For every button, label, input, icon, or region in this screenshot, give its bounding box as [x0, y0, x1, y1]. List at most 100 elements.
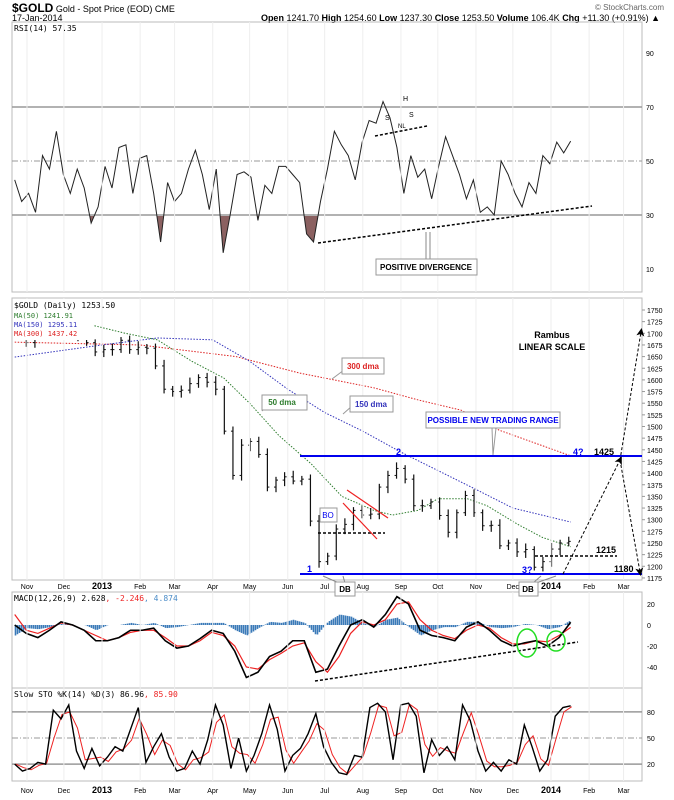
- price-tick-label: 1675: [647, 343, 663, 350]
- macd-histogram-bar: [94, 625, 97, 630]
- macd-histogram-bar: [220, 622, 223, 625]
- price-tick-label: 1250: [647, 541, 663, 548]
- macd-histogram-bar: [410, 625, 413, 629]
- volume-value: 106.4K: [531, 13, 560, 23]
- macd-histogram-bar: [46, 625, 49, 628]
- price-tick-label: 1450: [647, 448, 663, 455]
- sto-legend-main: Slow STO %K(14) %D(3) 86.96: [14, 690, 144, 699]
- macd-histogram-bar: [336, 615, 339, 625]
- macd-histogram-bar: [36, 625, 39, 630]
- quote-summary: Open 1241.70 High 1254.60 Low 1237.30 Cl…: [261, 13, 660, 23]
- macd-histogram-bar: [326, 622, 329, 625]
- macd-histogram-bar: [508, 625, 511, 628]
- positive-divergence-label: POSITIVE DIVERGENCE: [380, 263, 473, 272]
- macd-histogram-bar: [262, 625, 265, 626]
- macd-histogram-bar: [522, 624, 525, 625]
- price-tick-label: 1400: [647, 471, 663, 478]
- ma50-line: [44, 316, 571, 548]
- ma150-line: [14, 337, 571, 523]
- ma150-callout-label: 150 dma: [355, 400, 388, 409]
- macd-histogram-bar: [252, 625, 255, 632]
- macd-histogram-bar: [412, 625, 415, 631]
- macd-legend-hist: , 4.874: [144, 594, 178, 603]
- rsi-head-label: H: [403, 96, 408, 103]
- macd-histogram-bar: [372, 625, 375, 627]
- macd-histogram-bar: [494, 625, 497, 628]
- macd-histogram-bar: [434, 625, 437, 630]
- rsi-layer: 10 30 50 70 90: [12, 51, 654, 274]
- macd-histogram-bar: [396, 617, 399, 625]
- macd-histogram-bar: [330, 619, 333, 625]
- macd-histogram-bar: [440, 625, 443, 628]
- rsi-line: [14, 100, 572, 253]
- macd-histogram-bar: [24, 625, 27, 630]
- macd-histogram-bar: [558, 625, 561, 628]
- macd-histogram-bar: [414, 625, 417, 632]
- macd-histogram-bar: [178, 625, 181, 627]
- macd-histogram-bar: [184, 625, 187, 626]
- macd-histogram-bar: [100, 625, 103, 629]
- macd-histogram-bar: [86, 625, 89, 627]
- macd-histogram-bar: [290, 620, 293, 625]
- macd-histogram-bar: [244, 625, 247, 635]
- price-tick-label: 1650: [647, 355, 663, 362]
- macd-histogram-bar: [528, 624, 531, 625]
- macd-histogram-bar: [566, 622, 569, 625]
- macd-histogram-bar: [64, 624, 67, 625]
- month-label-bottom: Nov: [470, 788, 483, 795]
- author-label: Rambus: [534, 330, 570, 340]
- macd-histogram-bar: [454, 625, 457, 628]
- month-label-bottom: Sep: [395, 788, 408, 795]
- price-tick-label: 1625: [647, 366, 663, 373]
- macd-histogram-bar: [524, 623, 527, 625]
- sto-k-line: [14, 702, 571, 776]
- price-tick-label: 1575: [647, 390, 663, 397]
- wave-point-1: 1: [307, 564, 312, 574]
- wave-point-2: 2: [396, 447, 401, 457]
- macd-histogram-bar: [128, 623, 131, 625]
- low-value: 1237.30: [399, 13, 433, 23]
- change-label: Chg: [562, 13, 580, 23]
- month-label-bottom: Jun: [282, 788, 293, 795]
- month-label-bottom: Dec: [507, 788, 520, 795]
- macd-histogram-bar: [270, 621, 273, 625]
- rsi-neckline: [374, 125, 428, 137]
- rsi-tick-label: 10: [646, 267, 654, 274]
- symbol: $GOLD: [12, 1, 54, 15]
- copyright: © StockCharts.com: [594, 3, 664, 12]
- month-label-bottom: Dec: [58, 788, 71, 795]
- macd-histogram-bar: [394, 618, 397, 625]
- macd-histogram-bar: [476, 621, 479, 625]
- macd-histogram-bar: [486, 625, 489, 626]
- macd-histogram-bar: [446, 625, 449, 628]
- rsi-left-shoulder-label: S: [385, 115, 390, 122]
- sto-tick-label: 80: [647, 710, 655, 717]
- breakout-label: BO: [322, 511, 334, 520]
- wave-point-3: 3?: [522, 565, 533, 575]
- price-legend: $GOLD (Daily) 1253.50: [14, 301, 115, 310]
- macd-histogram-bar: [460, 624, 463, 625]
- macd-histogram-bar: [360, 622, 363, 625]
- macd-tick-label: 0: [647, 623, 651, 630]
- macd-histogram-bar: [66, 624, 69, 625]
- macd-histogram-bar: [104, 625, 107, 627]
- high-value: 1254.60: [344, 13, 377, 23]
- macd-histogram-bar: [344, 615, 347, 625]
- macd-histogram-bar: [160, 625, 163, 627]
- macd-histogram-bar: [514, 625, 517, 627]
- macd-histogram-bar: [40, 625, 43, 629]
- macd-histogram-bar: [380, 622, 383, 625]
- macd-histogram-bar: [408, 625, 411, 628]
- macd-histogram-bar: [130, 622, 133, 625]
- macd-histogram-bar: [122, 624, 125, 625]
- projection-arrow-down: [619, 459, 644, 576]
- macd-legend-main: MACD(12,26,9) 2.628: [14, 594, 106, 603]
- month-label-top: Oct: [432, 584, 443, 591]
- month-label-top: Sep: [395, 584, 408, 591]
- macd-histogram-bar: [44, 625, 47, 628]
- macd-histogram-bar: [308, 625, 311, 628]
- price-tick-label: 1275: [647, 529, 663, 536]
- macd-histogram-bar: [500, 625, 503, 629]
- macd-histogram-bar: [468, 621, 471, 625]
- macd-histogram-bar: [430, 625, 433, 631]
